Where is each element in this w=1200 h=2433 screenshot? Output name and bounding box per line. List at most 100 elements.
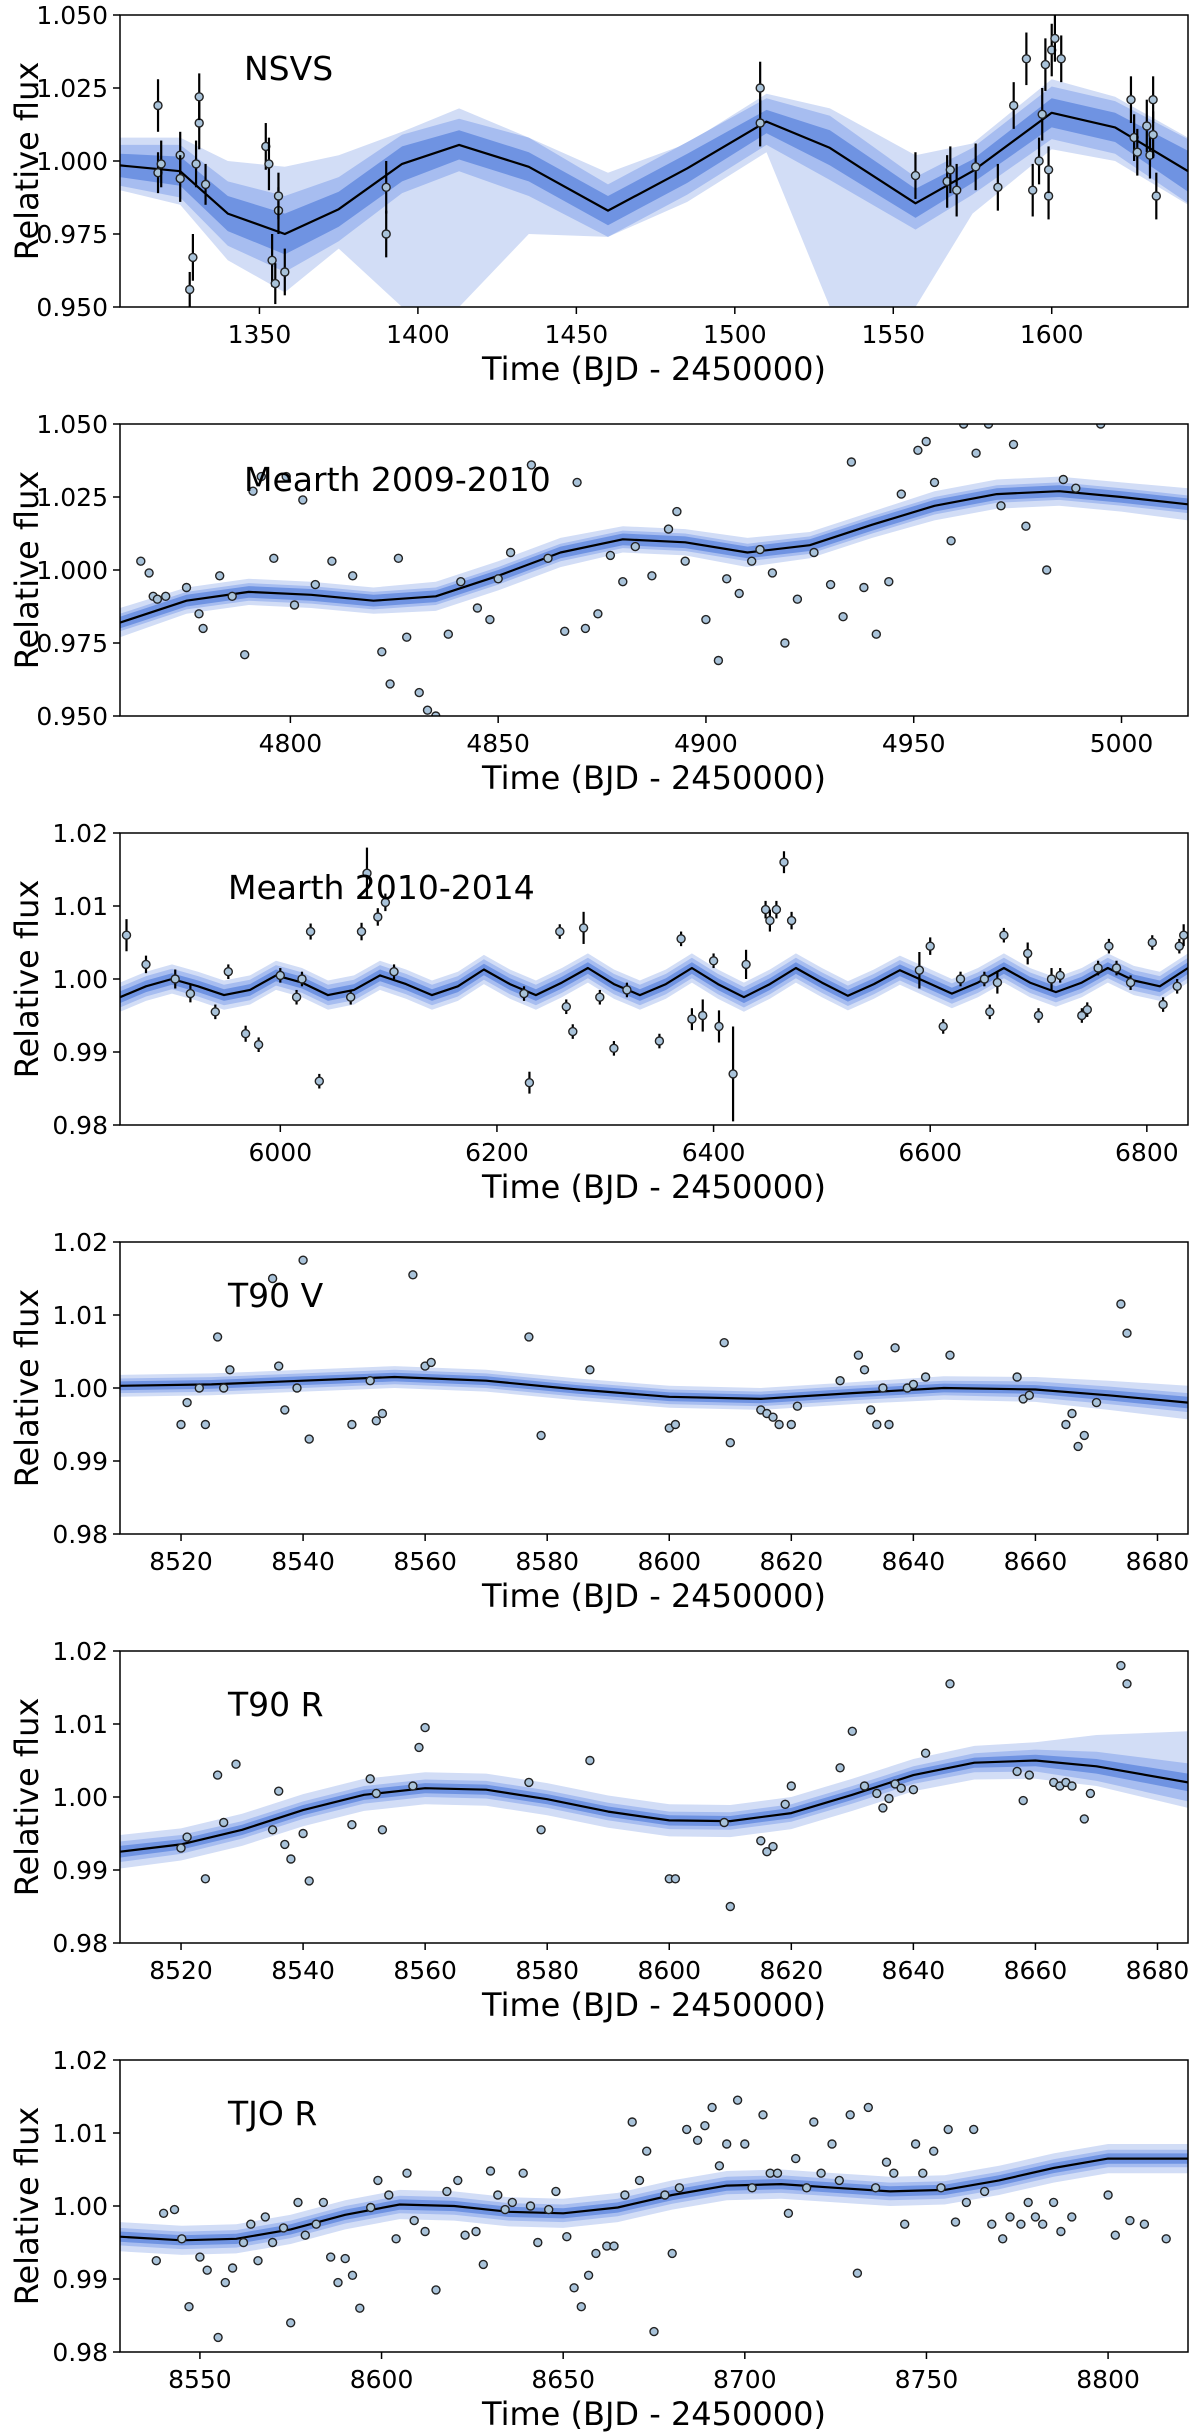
- data-point: [298, 1255, 308, 1265]
- data-point: [225, 1365, 235, 1375]
- data-point: [505, 547, 516, 558]
- x-axis-label: Time (BJD - 2450000): [481, 2395, 826, 2433]
- data-point: [674, 2183, 685, 2193]
- data-point: [780, 1799, 790, 1810]
- data-point: [310, 579, 320, 590]
- data-point: [253, 1039, 264, 1050]
- data-point: [992, 977, 1003, 988]
- data-point: [442, 2186, 452, 2197]
- data-point: [1034, 156, 1044, 166]
- data-point: [507, 2197, 517, 2208]
- data-point: [783, 2208, 794, 2219]
- y-tick-label: 0.98: [52, 1520, 108, 1549]
- data-point: [771, 904, 782, 915]
- panel-title-tjo-r: TJO R: [227, 2094, 317, 2133]
- data-point: [609, 2241, 619, 2251]
- data-point: [884, 577, 894, 587]
- y-tick-label: 1.00: [52, 1783, 108, 1812]
- data-point: [827, 2139, 837, 2149]
- x-tick-label: 8620: [760, 1547, 824, 1576]
- y-axis-label: Relative flux: [8, 1698, 46, 1897]
- data-point: [371, 1416, 381, 1426]
- data-point: [471, 2226, 481, 2237]
- data-point: [943, 2124, 953, 2135]
- data-point: [1023, 2197, 1033, 2208]
- data-point: [297, 974, 307, 984]
- data-point: [1050, 33, 1060, 44]
- data-point: [544, 2204, 554, 2215]
- data-point: [555, 926, 565, 937]
- data-point: [274, 1361, 284, 1371]
- data-point: [1024, 1390, 1035, 1401]
- data-point: [725, 1437, 735, 1448]
- data-point: [1116, 1299, 1126, 1309]
- data-point: [890, 1343, 900, 1353]
- data-point: [835, 1763, 845, 1773]
- data-point: [1055, 970, 1065, 981]
- data-point: [1148, 94, 1158, 105]
- x-tick-label: 1600: [1020, 320, 1084, 349]
- data-point: [1122, 1328, 1132, 1338]
- data-point: [929, 2146, 939, 2156]
- y-tick-label: 0.975: [36, 629, 108, 658]
- x-tick-label: 8520: [149, 1547, 213, 1576]
- x-tick-label: 8650: [531, 2365, 595, 2394]
- data-point: [371, 1788, 381, 1799]
- data-point: [680, 556, 690, 566]
- x-tick-label: 4800: [259, 729, 323, 758]
- y-tick-label: 1.050: [36, 1, 108, 30]
- data-point: [373, 912, 383, 922]
- data-point: [929, 477, 940, 488]
- data-point: [676, 934, 686, 944]
- data-point: [524, 1777, 534, 1788]
- data-point: [1056, 54, 1066, 64]
- data-point: [365, 1774, 375, 1784]
- data-point: [525, 2201, 536, 2211]
- data-point: [605, 550, 616, 561]
- data-point: [156, 159, 166, 169]
- y-axis-label: Relative flux: [8, 1289, 46, 1488]
- data-point: [1022, 948, 1033, 959]
- data-point: [595, 992, 605, 1002]
- panel-tjo-r: TJO R 8550 8600 8650 8700 8750 8800 0.98 0.99 1.…: [8, 2046, 1189, 2433]
- x-tick-label: 8560: [393, 1547, 457, 1576]
- data-point: [1021, 54, 1032, 64]
- data-point: [1046, 974, 1057, 984]
- data-point: [809, 547, 819, 558]
- data-point: [305, 926, 316, 937]
- x-tick-label: 1350: [228, 320, 292, 349]
- data-point: [185, 988, 196, 999]
- data-point: [385, 679, 395, 689]
- data-point: [286, 1854, 296, 1864]
- x-tick-label: 8600: [637, 1956, 701, 1985]
- data-point: [1033, 1010, 1044, 1021]
- y-tick-label: 1.00: [52, 1374, 108, 1403]
- data-point: [214, 571, 225, 581]
- data-point: [170, 974, 180, 984]
- data-point: [1151, 191, 1162, 201]
- data-point: [852, 2268, 863, 2278]
- data-point: [768, 1841, 778, 1852]
- data-point: [756, 1836, 766, 1846]
- data-point: [871, 629, 881, 639]
- data-point: [408, 1270, 418, 1280]
- data-point: [248, 486, 258, 496]
- data-point: [872, 1419, 882, 1430]
- data-point: [426, 1357, 436, 1368]
- data-point: [393, 553, 404, 563]
- data-point: [188, 252, 198, 263]
- x-tick-label: 8750: [895, 2365, 959, 2394]
- y-tick-label: 1.050: [36, 410, 108, 439]
- data-point: [176, 1843, 186, 1853]
- data-point: [618, 577, 628, 587]
- data-point: [414, 1742, 424, 1753]
- data-point: [1073, 1441, 1083, 1452]
- data-point: [314, 1076, 324, 1086]
- data-point: [663, 524, 674, 534]
- data-point: [420, 2226, 430, 2237]
- data-point: [141, 959, 151, 970]
- data-point: [1071, 483, 1081, 493]
- data-point: [672, 506, 682, 517]
- x-tick-label: 8580: [515, 1956, 579, 1985]
- data-point: [220, 2277, 231, 2288]
